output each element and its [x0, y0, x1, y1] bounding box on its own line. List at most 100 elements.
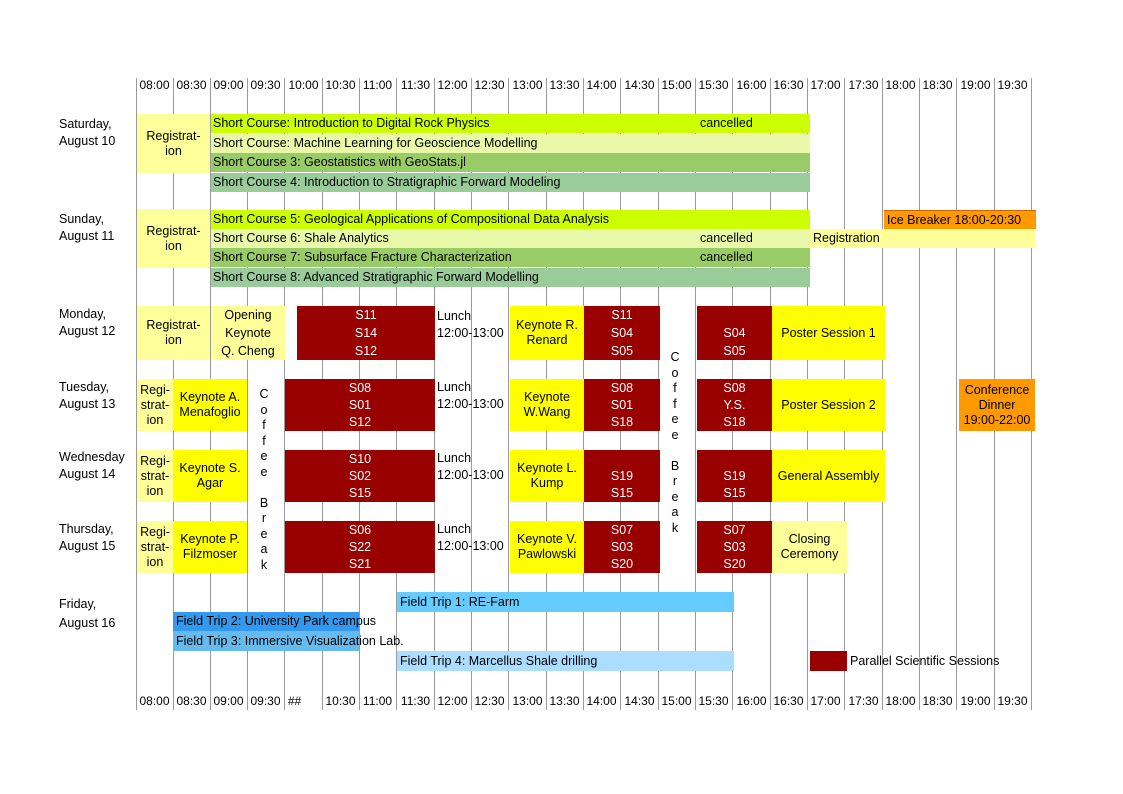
grid-line	[284, 78, 285, 710]
day-date: August 12	[59, 324, 116, 338]
grid-line	[471, 78, 472, 710]
session-code: S07	[723, 522, 746, 537]
registration-label: Regi-	[140, 382, 170, 397]
time-label: 19:00	[960, 694, 991, 708]
day-name: Wednesday	[59, 450, 125, 464]
time-label: 16:30	[773, 694, 804, 708]
day-date: August 13	[59, 397, 116, 411]
keynote-label: Keynote S.	[179, 461, 241, 475]
time-label: 11:30	[400, 78, 431, 92]
time-label: 15:30	[698, 694, 729, 708]
day-label-friday: Friday, August 16	[59, 595, 139, 633]
time-label: 17:00	[810, 78, 841, 92]
coffee-break-letter: r	[672, 474, 678, 488]
short-course-block: Short Course 4: Introduction to Stratigr…	[211, 173, 810, 192]
time-label: 19:30	[997, 78, 1028, 92]
general-assembly-block: General Assembly	[772, 450, 885, 502]
lunch-time: 12:00-13:00	[437, 326, 504, 340]
registration-label: ion	[165, 238, 182, 253]
ice-breaker-block: Ice Breaker 18:00-20:30	[884, 210, 1036, 229]
session-code: S01	[610, 397, 634, 412]
lunch-label: Lunch 12:00-13:00	[437, 308, 504, 342]
session-code: S03	[610, 539, 634, 554]
lunch-time: 12:00-13:00	[437, 397, 504, 411]
poster-session-label: Poster Session 1	[781, 325, 876, 340]
time-label: 18:30	[922, 694, 953, 708]
day-date: August 16	[59, 616, 116, 630]
opening-label: Opening	[224, 308, 272, 322]
lunch-label: Lunch 12:00-13:00	[437, 379, 504, 413]
dinner-label: Conference	[964, 382, 1030, 397]
session-code: S15	[348, 485, 372, 500]
legend-swatch	[810, 651, 847, 671]
session-code: Y.S.	[723, 397, 746, 412]
poster-session-block: Poster Session 1	[772, 306, 885, 360]
short-course-title: Short Course 3: Geostatistics with GeoSt…	[213, 155, 466, 169]
field-trip-block: Field Trip 4: Marcellus Shale drilling	[397, 651, 734, 671]
conference-dinner-block: Conference Dinner 19:00-22:00	[959, 379, 1035, 431]
keynote-speaker: Agar	[196, 476, 224, 490]
cancelled-label: cancelled	[700, 116, 753, 130]
registration-label: ion	[146, 554, 164, 569]
cancelled-label: cancelled	[700, 231, 753, 245]
coffee-break-letter	[254, 480, 274, 496]
keynote-block: Keynote W.Wang	[510, 379, 584, 431]
time-label: 17:30	[848, 78, 879, 92]
time-label: 09:30	[250, 78, 281, 92]
dinner-label: Dinner	[978, 397, 1016, 412]
time-label: 12:00	[437, 78, 468, 92]
time-label: 15:30	[698, 78, 729, 92]
time-label: 16:00	[736, 694, 767, 708]
closing-ceremony-block: Closing Ceremony	[772, 521, 847, 573]
session-code: S19	[610, 468, 634, 483]
legend-label: Parallel Scientific Sessions	[850, 654, 1000, 668]
coffee-break-letter: C	[670, 350, 680, 364]
registration-label: ion	[165, 143, 182, 158]
field-trip-label: Field Trip 3: Immersive Visualization La…	[176, 634, 404, 648]
day-name: Tuesday,	[59, 380, 110, 394]
coffee-break-letter: r	[261, 511, 267, 525]
day-name: Friday,	[59, 597, 97, 611]
coffee-break-letter: e	[260, 526, 268, 541]
keynote-speaker: Kump	[530, 476, 564, 490]
session-code: S20	[723, 556, 746, 571]
short-course-title: Short Course: Machine Learning for Geosc…	[213, 136, 538, 150]
session-code: S08	[348, 380, 372, 395]
day-label-tuesday: Tuesday, August 13	[59, 379, 139, 413]
day-name: Sunday,	[59, 212, 104, 226]
registration-label: Registration	[813, 231, 880, 245]
grid-line	[508, 78, 509, 710]
keynote-label: Keynote R.	[516, 318, 578, 332]
opening-speaker: Q. Cheng	[221, 344, 275, 358]
time-label: 17:00	[810, 694, 841, 708]
time-label: 13:30	[549, 694, 580, 708]
lunch-label: Lunch 12:00-13:00	[437, 521, 504, 555]
general-assembly-label: General Assembly	[777, 468, 880, 483]
short-course-title: Short Course 8: Advanced Stratigraphic F…	[213, 270, 539, 284]
time-label: 12:30	[474, 78, 505, 92]
time-label: 17:30	[848, 694, 879, 708]
lunch-title: Lunch	[437, 309, 472, 323]
time-label: 19:30	[997, 694, 1028, 708]
keynote-speaker: W.Wang	[523, 405, 571, 419]
session-code	[733, 451, 736, 468]
session-code: S21	[348, 556, 372, 571]
day-label-monday: Monday, August 12	[59, 306, 139, 340]
lunch-label: Lunch 12:00-13:00	[437, 450, 504, 484]
coffee-break-label-afternoon: C o f f e e B r e a k	[665, 350, 685, 536]
parallel-session-block: S06 S22 S21	[285, 521, 435, 573]
session-code: S05	[723, 344, 746, 358]
short-course-block: Short Course: Introduction to Digital Ro…	[211, 114, 810, 133]
time-label: 16:30	[773, 78, 804, 92]
poster-session-block: Poster Session 2	[772, 379, 885, 431]
session-code: S12	[354, 344, 378, 358]
field-trip-label: Field Trip 4: Marcellus Shale drilling	[400, 654, 598, 668]
day-date: August 15	[59, 539, 116, 553]
parallel-session-block: S19 S15	[697, 450, 772, 502]
session-code: S01	[348, 397, 372, 412]
coffee-break-letter: e	[260, 464, 268, 479]
coffee-break-letter: B	[259, 495, 269, 510]
session-code: S14	[354, 326, 378, 340]
time-label: 13:00	[512, 78, 543, 92]
time-label: 19:00	[960, 78, 991, 92]
